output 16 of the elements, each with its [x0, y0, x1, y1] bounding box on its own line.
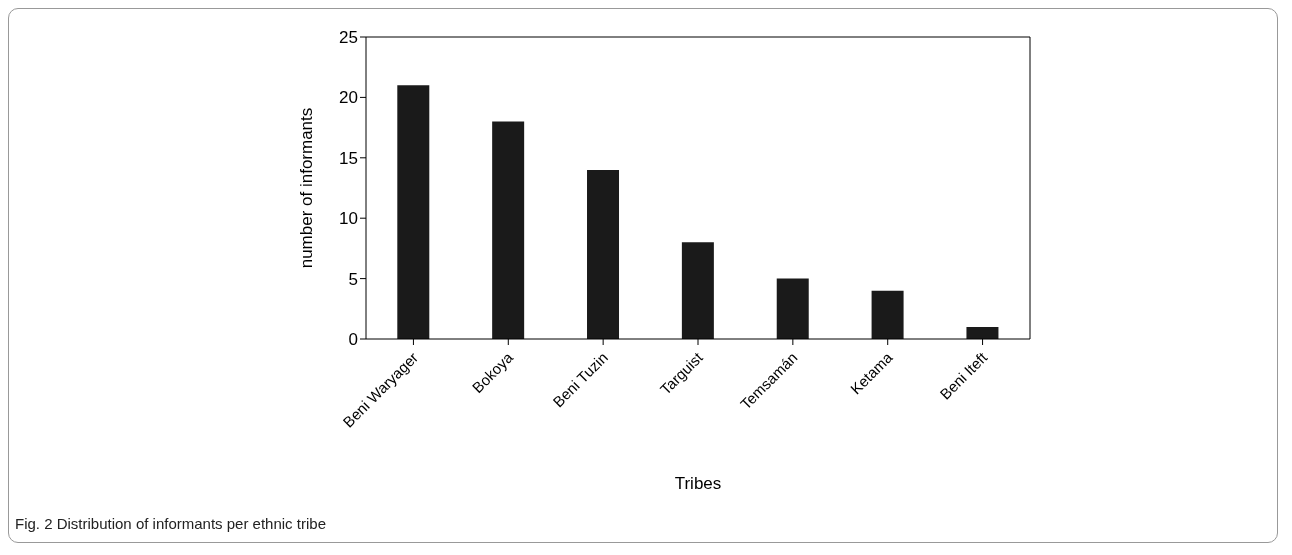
caption: Fig. 2 Distribution of informants per ethnic tribe: [15, 515, 326, 532]
y-axis-title: number of informants: [297, 107, 317, 269]
y-tick-label: 0: [348, 330, 358, 350]
y-tick-label: 20: [339, 88, 358, 108]
bar: [397, 85, 430, 339]
y-tick-label: 25: [339, 28, 358, 48]
y-tick-label: 5: [348, 269, 358, 289]
bar: [492, 121, 525, 339]
bar: [966, 326, 999, 339]
bar: [681, 242, 714, 339]
y-tick-label: 15: [339, 148, 358, 168]
bar: [776, 278, 809, 339]
bar: [871, 290, 904, 339]
bar: [587, 169, 620, 339]
y-tick-label: 10: [339, 209, 358, 229]
x-axis-title: Tribes: [674, 474, 722, 493]
